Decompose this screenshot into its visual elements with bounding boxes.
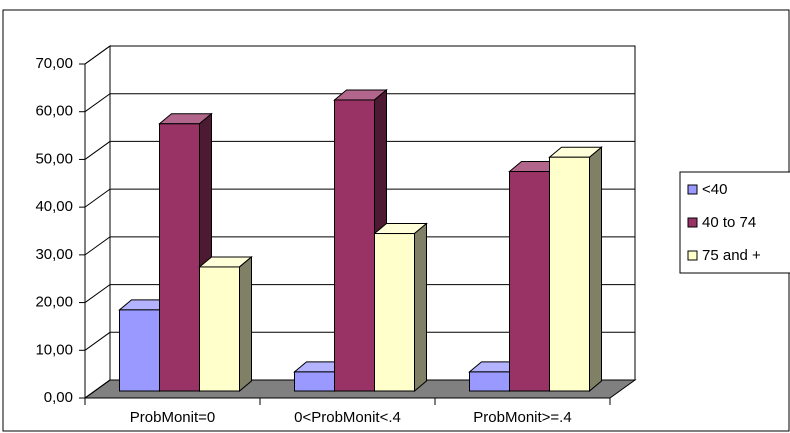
y-tick-label: 0,00 [44,389,73,406]
bar [159,123,200,392]
grid-line [84,140,635,160]
bar [469,371,510,392]
bar [334,99,375,392]
legend-swatch [687,184,698,195]
grid-line [84,236,635,256]
y-tick-label: 50,00 [35,150,73,167]
x-tick-label: 0<ProbMonit<.4 [294,409,401,426]
y-tick-label: 40,00 [35,198,73,215]
grid-line [84,45,635,65]
bar [509,171,550,392]
bar-side [414,222,427,393]
legend-label: <40 [702,181,727,198]
grid-line [84,188,635,208]
y-tick-label: 20,00 [35,294,73,311]
bar [119,309,160,392]
grid-line [84,93,635,113]
legend-label: 75 and + [702,247,761,264]
bar-side [589,146,602,393]
legend-swatch [687,250,698,261]
bar-side [239,255,252,393]
y-tick-label: 10,00 [35,341,73,358]
bar [199,266,240,392]
x-tick-label: ProbMonit=0 [130,409,215,426]
bar [549,156,590,392]
x-tick-label: ProbMonit>=.4 [473,409,571,426]
bar [294,371,335,392]
grid-line [84,379,635,399]
legend-label: 40 to 74 [702,214,756,231]
legend-swatch [687,217,698,228]
grid-line [84,331,635,351]
y-tick-label: 30,00 [35,246,73,263]
bar [374,233,415,392]
legend-box [679,171,790,274]
grid-line [84,284,635,303]
y-tick-label: 60,00 [35,103,73,120]
y-tick-label: 70,00 [35,55,73,72]
